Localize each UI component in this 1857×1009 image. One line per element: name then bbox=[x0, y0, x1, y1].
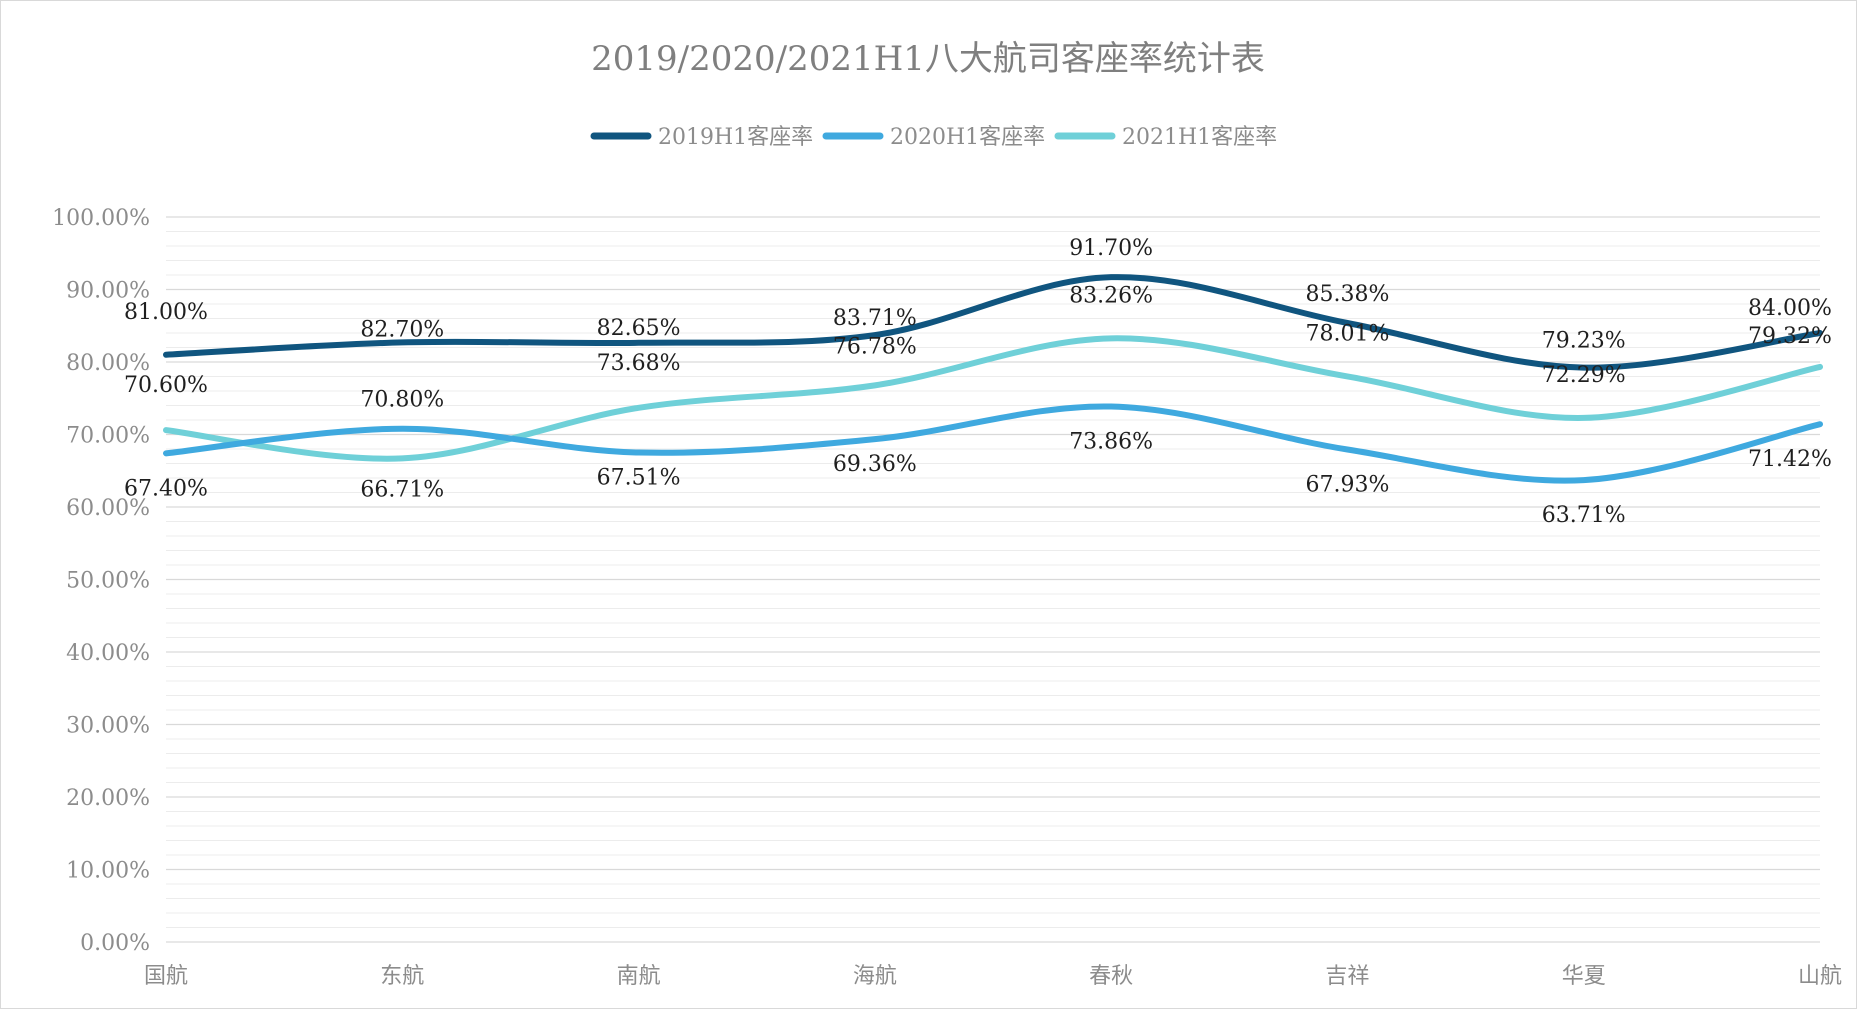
series-lines bbox=[163, 274, 1823, 484]
y-tick-label: 10.00% bbox=[66, 859, 150, 884]
data-label: 81.00% bbox=[124, 300, 208, 325]
data-label: 73.68% bbox=[597, 351, 681, 376]
data-label: 84.00% bbox=[1748, 296, 1832, 321]
y-tick-label: 0.00% bbox=[80, 931, 150, 956]
x-tick-label: 吉祥 bbox=[1325, 964, 1369, 989]
series-line-2 bbox=[163, 335, 1823, 462]
data-label: 82.70% bbox=[360, 317, 444, 342]
x-tick-label: 海航 bbox=[853, 964, 897, 989]
series-line-0 bbox=[163, 274, 1823, 371]
x-tick-label: 国航 bbox=[144, 964, 188, 989]
x-tick-label: 春秋 bbox=[1089, 964, 1133, 989]
data-label: 66.71% bbox=[360, 477, 444, 502]
data-label: 78.01% bbox=[1305, 321, 1389, 346]
data-label: 70.80% bbox=[360, 388, 444, 413]
y-tick-label: 30.00% bbox=[66, 714, 150, 739]
data-label: 76.78% bbox=[833, 334, 917, 359]
data-label: 73.86% bbox=[1069, 430, 1153, 455]
data-label: 83.71% bbox=[833, 306, 917, 331]
legend-label: 2021H1客座率 bbox=[1122, 125, 1277, 150]
data-label: 67.51% bbox=[597, 466, 681, 491]
y-tick-label: 100.00% bbox=[52, 206, 150, 231]
data-label: 67.93% bbox=[1305, 473, 1389, 498]
x-tick-label: 东航 bbox=[380, 964, 424, 989]
y-axis: 0.00% 10.00% 20.00% 30.00% 40.00% 50.00% 60.00… bbox=[52, 206, 150, 956]
x-axis: 国航 东航 南航 海航 春秋 吉祥 华夏 山航 bbox=[144, 964, 1842, 989]
data-label: 67.40% bbox=[124, 476, 208, 501]
y-tick-label: 60.00% bbox=[66, 496, 150, 521]
data-labels: 81.00% 82.70% 82.65% 83.71% 91.70% 85.38% 79.2… bbox=[124, 236, 1832, 528]
data-label: 85.38% bbox=[1305, 282, 1389, 307]
data-label: 82.65% bbox=[597, 316, 681, 341]
x-tick-label: 山航 bbox=[1798, 964, 1842, 989]
data-label: 71.42% bbox=[1748, 447, 1832, 472]
series-line-1 bbox=[163, 403, 1823, 484]
x-tick-label: 华夏 bbox=[1562, 964, 1606, 989]
legend: 2019H1客座率 2020H1客座率 2021H1客座率 bbox=[590, 125, 1277, 150]
data-label: 79.23% bbox=[1542, 329, 1626, 354]
data-label: 70.60% bbox=[124, 373, 208, 398]
data-label: 91.70% bbox=[1069, 236, 1153, 261]
x-tick-label: 南航 bbox=[617, 964, 661, 989]
y-tick-label: 70.00% bbox=[66, 424, 150, 449]
data-label: 63.71% bbox=[1542, 503, 1626, 528]
legend-label: 2019H1客座率 bbox=[658, 125, 813, 150]
y-tick-label: 40.00% bbox=[66, 641, 150, 666]
y-tick-label: 50.00% bbox=[66, 569, 150, 594]
chart-title: 2019/2020/2021H1八大航司客座率统计表 bbox=[591, 39, 1265, 79]
legend-label: 2020H1客座率 bbox=[890, 125, 1045, 150]
data-label: 83.26% bbox=[1069, 283, 1153, 308]
data-label: 69.36% bbox=[833, 452, 917, 477]
data-label: 72.29% bbox=[1542, 363, 1626, 388]
grid bbox=[166, 216, 1820, 943]
data-label: 79.32% bbox=[1748, 324, 1832, 349]
y-tick-label: 20.00% bbox=[66, 786, 150, 811]
y-tick-label: 90.00% bbox=[66, 279, 150, 304]
y-tick-label: 80.00% bbox=[66, 351, 150, 376]
